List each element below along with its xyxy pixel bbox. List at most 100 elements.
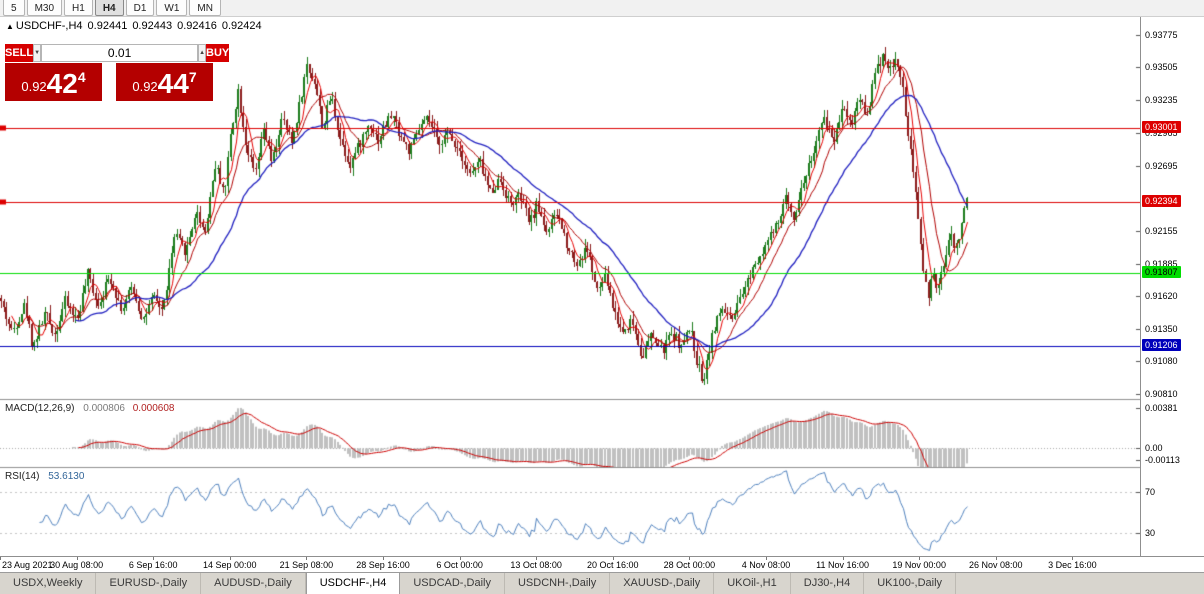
sell-button[interactable]: SELL [5, 44, 34, 62]
buy-price-display[interactable]: 0.92 44 7 [116, 63, 213, 101]
chart-tab-ukoil-h1[interactable]: UKOil-,H1 [714, 573, 791, 594]
price-axis-tick: 0.90810 [1145, 389, 1178, 400]
rsi-value: 53.6130 [48, 471, 85, 482]
time-axis-tick [0, 557, 1, 560]
chart-tab-eurusd-daily[interactable]: EURUSD-,Daily [96, 573, 202, 594]
time-axis-tick [1072, 557, 1073, 560]
price-axis-tick: 0.91620 [1145, 290, 1178, 301]
time-axis-label: 20 Oct 16:00 [587, 560, 639, 570]
price-line-label: 0.91206 [1142, 339, 1181, 352]
time-axis-tick [383, 557, 384, 560]
timeframe-button-5[interactable]: 5 [3, 0, 25, 16]
macd-axis-tick: 0.00 [1145, 443, 1163, 454]
time-axis-tick [996, 557, 997, 560]
time-axis-tick [613, 557, 614, 560]
time-axis-label: 19 Nov 00:00 [892, 560, 946, 570]
time-axis[interactable]: 23 Aug 2021 30 Aug 08:00 6 Sep 16:00 14 Sep… [0, 556, 1204, 572]
rsi-name: RSI(14) [5, 471, 40, 482]
time-axis-label: 4 Nov 08:00 [741, 560, 791, 570]
buy-price-big-digits: 44 [157, 68, 189, 99]
time-axis-label: 21 Sep 08:00 [279, 560, 334, 570]
timeframe-button-h4[interactable]: H4 [94, 0, 124, 16]
macd-indicator-label: MACD(12,26,9) 0.000806 0.000608 [5, 403, 174, 414]
timeframe-button-mn[interactable]: MN [189, 0, 221, 16]
timeframe-button-h1[interactable]: H1 [64, 0, 93, 16]
ohlc-low: 0.92416 [177, 20, 217, 32]
price-axis[interactable]: 0.937750.935050.932350.929650.926950.921… [1140, 17, 1204, 556]
volume-decrease-button[interactable]: ▼ [33, 44, 42, 62]
sell-price-pip-digit: 4 [77, 69, 86, 85]
chart-tab-usdchf-h4[interactable]: USDCHF-,H4 [305, 573, 401, 594]
sell-price-display[interactable]: 0.92 42 4 [5, 63, 102, 101]
chart-ohlc-header: ▲ USDCHF-,H4 0.92441 0.92443 0.92416 0.92424 [6, 20, 267, 32]
timeframe-button-d1[interactable]: D1 [125, 0, 155, 16]
time-axis-label: 26 Nov 08:00 [969, 560, 1023, 570]
rsi-indicator-label: RSI(14) 53.6130 [5, 471, 84, 482]
time-axis-tick [766, 557, 767, 560]
time-axis-tick [843, 557, 844, 560]
price-line-label: 0.93001 [1142, 121, 1181, 134]
time-axis-tick [230, 557, 231, 560]
one-click-collapse-icon[interactable]: ▲ [6, 22, 14, 31]
timeframe-button-m30[interactable]: M30 [26, 0, 63, 16]
chart-tab-audusd-daily[interactable]: AUDUSD-,Daily [201, 573, 306, 594]
time-axis-label: 6 Oct 00:00 [436, 560, 483, 570]
volume-input[interactable] [41, 44, 199, 62]
macd-main-value: 0.000806 [83, 403, 125, 414]
buy-price-prefix: 0.92 [132, 79, 158, 94]
chart-tab-xauusd-daily[interactable]: XAUUSD-,Daily [610, 573, 715, 594]
time-axis-label: 23 Aug 2021 [2, 560, 53, 570]
chart-tab-usdx-weekly[interactable]: USDX,Weekly [0, 573, 97, 594]
price-axis-tick: 0.91080 [1145, 356, 1178, 367]
chart-tabs-bar: USDX,Weekly EURUSD-,Daily AUDUSD-,Daily USD… [0, 572, 1204, 594]
chart-tab-usdcad-daily[interactable]: USDCAD-,Daily [400, 573, 505, 594]
time-axis-tick [536, 557, 537, 560]
time-axis-label: 3 Dec 16:00 [1048, 560, 1097, 570]
price-line-label: 0.92394 [1142, 195, 1181, 208]
price-axis-tick: 0.93235 [1145, 95, 1178, 106]
chart-tab-uk100-daily[interactable]: UK100-,Daily [864, 573, 957, 594]
price-axis-tick: 0.91885 [1145, 258, 1178, 269]
chart-tab-usdcnh-daily[interactable]: USDCNH-,Daily [505, 573, 611, 594]
time-axis-tick [919, 557, 920, 560]
price-line-label: 0.91807 [1142, 266, 1181, 279]
macd-axis-tick: -0.00113 [1145, 455, 1180, 466]
macd-axis-tick: 0.00381 [1145, 402, 1178, 413]
time-axis-label: 13 Oct 08:00 [510, 560, 562, 570]
price-axis-tick: 0.91350 [1145, 323, 1178, 334]
chart-symbol-label: USDCHF-,H4 [15, 20, 83, 32]
timeframe-toolbar: 5 M30 H1 H4 D1 W1 MN [0, 0, 1204, 17]
macd-name: MACD(12,26,9) [5, 403, 75, 414]
time-axis-label: 28 Sep 16:00 [356, 560, 410, 570]
time-axis-tick [306, 557, 307, 560]
time-axis-tick [77, 557, 78, 560]
sell-price-prefix: 0.92 [21, 79, 47, 94]
time-axis-tick [689, 557, 690, 560]
buy-price-pip-digit: 7 [188, 69, 197, 85]
ohlc-high: 0.92443 [132, 20, 173, 32]
time-axis-label: 11 Nov 16:00 [816, 560, 870, 570]
ohlc-close: 0.92424 [221, 20, 262, 32]
macd-signal-value: 0.000608 [132, 403, 175, 414]
one-click-trading-panel: SELL ▼ ▲ BUY 0.92 42 4 0.92 44 7 [5, 44, 230, 101]
time-axis-tick [153, 557, 154, 560]
buy-button[interactable]: BUY [206, 44, 230, 62]
rsi-axis-tick: 30 [1145, 528, 1156, 539]
time-axis-label: 6 Sep 16:00 [128, 560, 178, 570]
time-axis-label: 28 Oct 00:00 [663, 560, 716, 570]
price-axis-tick: 0.93505 [1145, 62, 1178, 73]
price-chart-canvas[interactable] [0, 17, 1140, 556]
time-axis-tick [460, 557, 461, 560]
chart-tab-dj30-h4[interactable]: DJ30-,H4 [791, 573, 865, 594]
price-axis-tick: 0.92695 [1145, 160, 1178, 171]
price-axis-tick: 0.93775 [1145, 29, 1178, 40]
price-axis-tick: 0.92155 [1145, 226, 1178, 237]
ohlc-open: 0.92441 [87, 20, 128, 32]
sell-price-big-digits: 42 [46, 68, 78, 99]
timeframe-button-w1[interactable]: W1 [156, 0, 188, 16]
time-axis-label: 30 Aug 08:00 [50, 560, 104, 570]
time-axis-label: 14 Sep 00:00 [203, 560, 257, 570]
rsi-axis-tick: 70 [1145, 486, 1156, 497]
volume-increase-button[interactable]: ▲ [198, 44, 207, 62]
